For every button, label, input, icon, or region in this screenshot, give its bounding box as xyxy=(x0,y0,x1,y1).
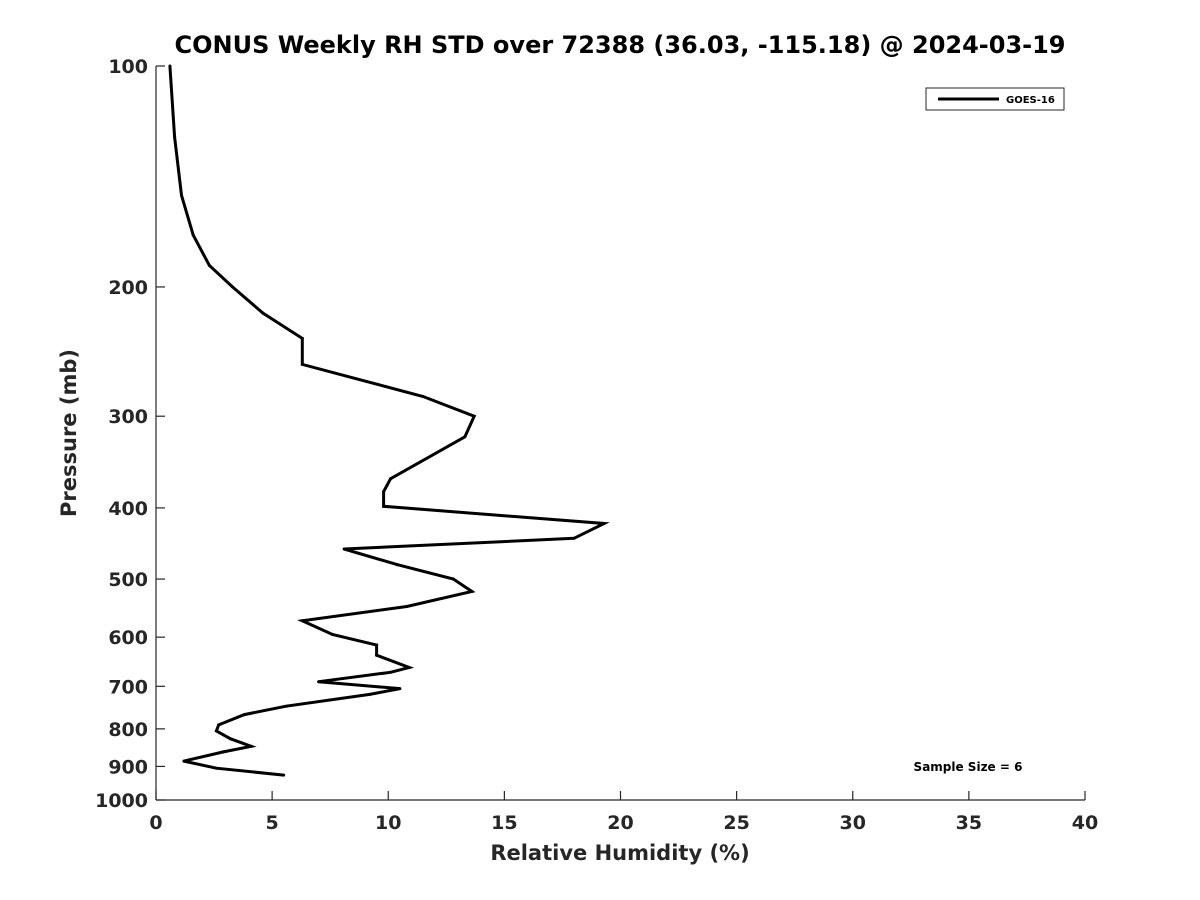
chart-title: CONUS Weekly RH STD over 72388 (36.03, -… xyxy=(174,31,1065,59)
y-tick-label: 200 xyxy=(108,277,148,299)
legend: GOES-16 xyxy=(925,87,1065,111)
data-point xyxy=(300,362,304,366)
y-tick-label: 700 xyxy=(108,676,148,698)
data-point xyxy=(382,504,386,508)
data-point xyxy=(421,395,425,398)
data-point xyxy=(389,670,393,674)
y-ticks: 100 200 300 400 500 600 700 800 900 1000 xyxy=(95,56,165,812)
data-point xyxy=(214,729,218,733)
data-point xyxy=(217,723,221,727)
data-point xyxy=(300,619,304,623)
data-point xyxy=(331,633,334,636)
x-tick-label: 5 xyxy=(266,812,279,834)
data-point xyxy=(572,536,576,540)
data-point xyxy=(173,135,177,139)
x-tick-label: 15 xyxy=(491,812,517,834)
x-tick-label: 40 xyxy=(1072,812,1098,834)
y-axis-label: Pressure (mb) xyxy=(57,349,81,517)
x-tick-label: 35 xyxy=(956,812,982,834)
data-point xyxy=(182,759,186,763)
data-point xyxy=(242,713,246,717)
y-tick-label: 900 xyxy=(108,756,148,778)
data-point xyxy=(405,605,409,608)
data-point xyxy=(249,744,253,748)
data-point xyxy=(191,233,195,237)
data-point xyxy=(284,704,288,708)
data-point xyxy=(317,680,321,684)
data-point xyxy=(375,643,379,647)
data-point xyxy=(214,766,218,770)
data-point xyxy=(389,477,393,481)
y-tick-label: 500 xyxy=(108,569,148,591)
x-tick-label: 0 xyxy=(149,812,162,834)
data-point xyxy=(382,490,386,494)
data-point xyxy=(180,193,183,197)
data-point xyxy=(470,590,474,593)
data-point xyxy=(261,311,265,315)
data-point xyxy=(472,414,476,418)
data-point xyxy=(221,750,225,754)
y-tick-label: 1000 xyxy=(95,790,148,812)
data-point xyxy=(231,285,235,289)
y-tick-label: 300 xyxy=(108,406,148,428)
x-ticks: 0 5 10 15 20 25 30 35 40 xyxy=(149,791,1098,834)
y-tick-label: 600 xyxy=(108,627,148,649)
x-tick-label: 20 xyxy=(607,812,633,834)
x-tick-label: 10 xyxy=(375,812,401,834)
data-point xyxy=(368,692,372,696)
y-tick-label: 100 xyxy=(108,56,148,78)
sample-size-annotation: Sample Size = 6 xyxy=(914,760,1023,774)
data-point xyxy=(375,653,379,657)
data-point xyxy=(463,435,467,439)
data-point xyxy=(407,666,411,669)
series-points xyxy=(168,64,606,777)
x-tick-label: 30 xyxy=(840,812,866,834)
data-point xyxy=(207,264,211,267)
data-point xyxy=(602,522,606,525)
y-tick-label: 400 xyxy=(108,498,148,520)
y-tick-label: 800 xyxy=(108,719,148,741)
data-point xyxy=(398,687,402,691)
data-point xyxy=(228,737,232,741)
x-axis-label: Relative Humidity (%) xyxy=(490,841,749,865)
data-point xyxy=(451,577,455,581)
data-point xyxy=(300,336,304,340)
data-point xyxy=(168,64,172,68)
data-point xyxy=(396,563,399,567)
data-point xyxy=(342,547,346,551)
legend-entry-goes-16: GOES-16 xyxy=(1006,95,1055,106)
data-point xyxy=(282,773,286,777)
x-tick-label: 25 xyxy=(723,812,749,834)
